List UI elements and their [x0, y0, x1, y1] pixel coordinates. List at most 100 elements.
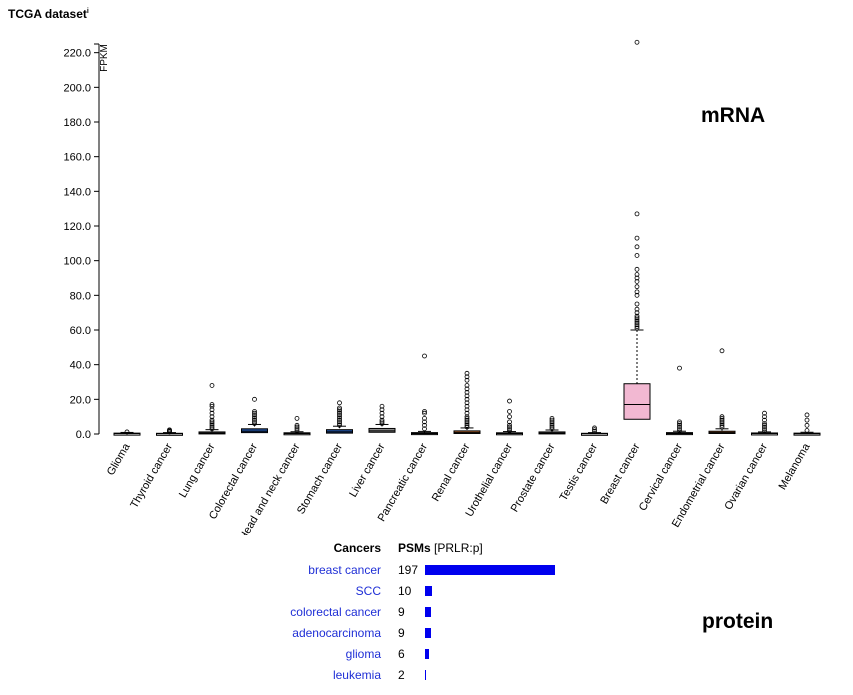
outlier-point [464, 386, 470, 392]
info-icon[interactable]: i [86, 8, 89, 15]
outlier-point [592, 425, 597, 431]
psm-count: 6 [398, 647, 405, 661]
outlier-point [209, 414, 215, 420]
outlier-point [507, 414, 512, 420]
cancer-link[interactable]: adenocarcinoma [292, 626, 381, 640]
outlier-point [209, 422, 215, 428]
outlier-point [294, 428, 300, 433]
protein-row: colorectal cancer 9 [0, 605, 600, 626]
protein-row: glioma 6 [0, 647, 600, 668]
outlier-point [762, 414, 767, 420]
outlier-point [677, 421, 682, 427]
y-tick-label: 220.0 [63, 48, 91, 60]
outlier-point [464, 389, 470, 395]
outlier-point [634, 272, 640, 277]
outlier-point [507, 426, 512, 432]
y-tick-label: 120.0 [63, 221, 91, 233]
protein-row: adenocarcinoma 9 [0, 626, 600, 647]
cancer-link[interactable]: breast cancer [308, 563, 381, 577]
outlier-point [634, 275, 640, 281]
y-tick-label: 40.0 [70, 360, 91, 372]
outlier-point [762, 426, 767, 432]
outlier-point [719, 417, 725, 423]
outlier-point [252, 417, 257, 423]
outlier-point [422, 353, 427, 359]
cancer-link[interactable]: glioma [345, 647, 381, 661]
outlier-point [719, 415, 725, 421]
outlier-point [379, 421, 385, 427]
outlier-point [634, 253, 640, 258]
outlier-point [507, 398, 512, 404]
x-tick-label: Glioma [105, 441, 133, 478]
outlier-point [634, 325, 640, 331]
x-tick-label: Urothelial cancer [463, 441, 515, 519]
x-tick-label: Prostate cancer [509, 441, 558, 514]
outlier-point [762, 424, 767, 430]
outlier-point [337, 409, 342, 414]
outlier-point [634, 315, 640, 321]
outlier-point [337, 414, 342, 420]
outlier-point [634, 320, 640, 326]
outlier-point [337, 405, 342, 411]
psm-count: 10 [398, 584, 412, 598]
outlier-point [124, 429, 130, 435]
outlier-point [209, 417, 215, 423]
outlier-point [464, 419, 470, 425]
cancer-link[interactable]: colorectal cancer [290, 605, 381, 619]
outlier-point [592, 427, 597, 433]
outlier-point [507, 424, 512, 430]
outlier-point [337, 422, 342, 428]
cancer-link[interactable]: leukemia [332, 668, 381, 682]
outlier-point [762, 410, 767, 416]
x-tick-label: Melanoma [777, 441, 814, 492]
outlier-point [677, 428, 682, 433]
outlier-point [337, 400, 342, 406]
outlier-point [337, 417, 342, 423]
outlier-point [379, 403, 385, 409]
outlier-point [464, 415, 470, 421]
outlier-point [464, 422, 470, 428]
outlier-point [464, 417, 470, 423]
outlier-point [464, 383, 470, 388]
outlier-point [634, 284, 640, 290]
x-tick-label: Cervical cancer [637, 441, 685, 513]
outlier-point [634, 310, 640, 316]
outlier-point [592, 428, 597, 434]
outlier-point [719, 348, 725, 354]
y-tick-label: 160.0 [63, 152, 91, 164]
outlier-point [634, 235, 640, 241]
outlier-point [634, 279, 640, 284]
outlier-point [549, 426, 555, 432]
y-axis-label: FPKM [99, 44, 110, 72]
box [326, 429, 353, 434]
outlier-point [719, 414, 725, 420]
box [368, 427, 396, 433]
outlier-point [634, 292, 640, 298]
outlier-point [634, 211, 640, 217]
outlier-point [762, 428, 767, 433]
y-tick-label: 0.0 [76, 429, 91, 441]
y-tick-label: 200.0 [63, 82, 91, 94]
psm-bar [425, 670, 426, 680]
outlier-point [252, 396, 257, 402]
outlier-point [464, 393, 470, 399]
outlier-point [252, 419, 257, 425]
x-tick-label: Renal cancer [430, 441, 473, 503]
outlier-point [464, 400, 470, 406]
cancer-link[interactable]: SCC [355, 584, 381, 598]
x-tick-label: Lung cancer [177, 441, 218, 500]
outlier-point [634, 301, 640, 307]
outlier-point [634, 317, 640, 323]
outlier-point [209, 419, 215, 425]
outlier-point [464, 370, 470, 376]
psm-header-sub: [PRLR:p] [434, 541, 483, 555]
outlier-point [634, 322, 640, 328]
outlier-point [464, 407, 470, 413]
outlier-point [804, 417, 810, 423]
outlier-point [677, 422, 682, 428]
outlier-point [719, 424, 725, 430]
outlier-point [422, 419, 427, 425]
protein-row: SCC 10 [0, 584, 600, 605]
outlier-point [634, 244, 640, 250]
psm-bar [425, 649, 429, 659]
